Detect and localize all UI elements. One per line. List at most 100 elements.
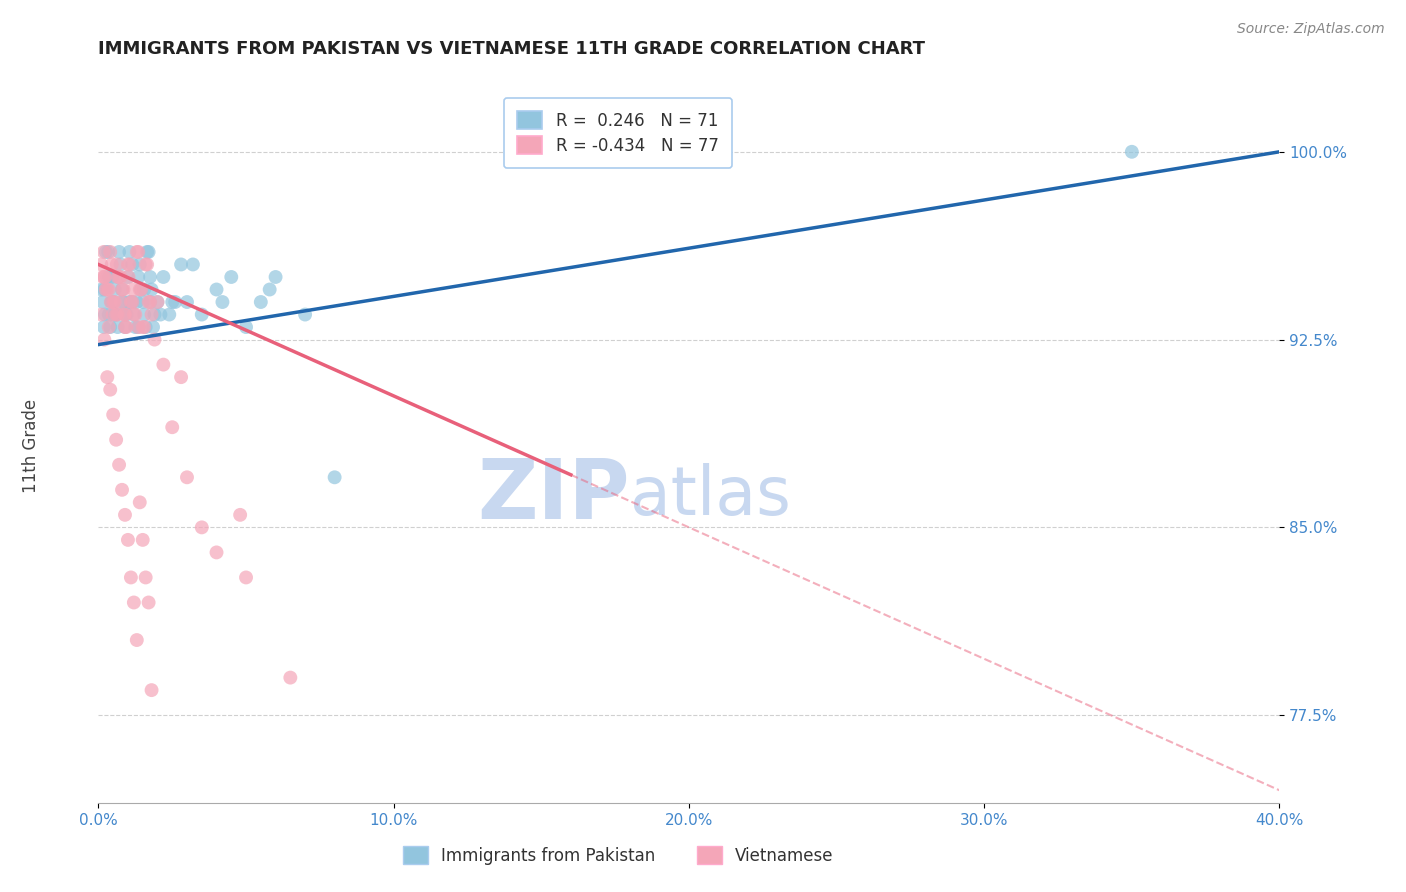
Point — [278, 671, 302, 685]
Point — [149, 308, 172, 322]
Point — [219, 270, 243, 285]
Point — [114, 308, 136, 322]
Point — [104, 283, 127, 297]
Point — [112, 295, 135, 310]
Point — [110, 270, 132, 285]
Point — [105, 433, 128, 447]
Point — [170, 370, 193, 384]
Point — [124, 308, 146, 322]
Point — [124, 320, 146, 334]
Point — [97, 308, 120, 322]
Point — [117, 257, 139, 271]
Point — [98, 270, 121, 285]
Point — [165, 295, 187, 310]
Point — [127, 244, 149, 259]
Point — [323, 470, 346, 484]
Point — [107, 270, 129, 285]
Point — [100, 295, 122, 310]
Point — [122, 595, 145, 609]
Point — [100, 257, 122, 271]
Point — [105, 308, 128, 322]
Point — [94, 270, 117, 285]
Point — [98, 320, 121, 334]
Point — [139, 270, 162, 285]
Point — [141, 683, 163, 698]
Point — [139, 295, 162, 310]
Point — [294, 308, 316, 322]
Point — [120, 295, 142, 310]
Point — [205, 545, 228, 559]
Point — [103, 295, 125, 310]
Point — [138, 595, 160, 609]
Point — [146, 295, 169, 310]
Point — [1121, 145, 1143, 159]
Point — [229, 508, 252, 522]
Point — [117, 533, 139, 547]
Point — [143, 308, 166, 322]
Legend: Immigrants from Pakistan, Vietnamese: Immigrants from Pakistan, Vietnamese — [394, 838, 842, 873]
Point — [104, 308, 127, 322]
Point — [93, 333, 115, 347]
Point — [94, 244, 117, 259]
Text: atlas: atlas — [630, 463, 790, 529]
Point — [235, 570, 257, 584]
Point — [93, 270, 115, 285]
Point — [129, 283, 152, 297]
Point — [93, 320, 115, 334]
Point — [135, 570, 157, 584]
Point — [259, 283, 281, 297]
Point — [107, 308, 129, 322]
Point — [138, 244, 160, 259]
Point — [97, 320, 120, 334]
Point — [146, 295, 169, 310]
Point — [115, 308, 138, 322]
Point — [117, 270, 139, 285]
Point — [141, 283, 163, 297]
Text: Source: ZipAtlas.com: Source: ZipAtlas.com — [1237, 22, 1385, 37]
Point — [93, 283, 115, 297]
Point — [90, 257, 112, 271]
Point — [162, 420, 183, 434]
Point — [112, 283, 135, 297]
Point — [162, 295, 183, 310]
Point — [110, 257, 132, 271]
Point — [114, 508, 136, 522]
Point — [181, 257, 204, 271]
Point — [141, 308, 163, 322]
Point — [125, 244, 148, 259]
Point — [118, 257, 141, 271]
Point — [191, 308, 214, 322]
Point — [125, 633, 148, 648]
Point — [138, 295, 160, 310]
Point — [134, 308, 156, 322]
Point — [211, 295, 233, 310]
Point — [170, 257, 193, 271]
Point — [122, 308, 145, 322]
Point — [125, 295, 148, 310]
Point — [136, 257, 159, 271]
Point — [129, 283, 152, 297]
Point — [94, 308, 117, 322]
Point — [264, 270, 287, 285]
Point — [205, 283, 228, 297]
Text: IMMIGRANTS FROM PAKISTAN VS VIETNAMESE 11TH GRADE CORRELATION CHART: IMMIGRANTS FROM PAKISTAN VS VIETNAMESE 1… — [98, 40, 925, 58]
Point — [104, 295, 127, 310]
Point — [90, 283, 112, 297]
Point — [103, 408, 125, 422]
Point — [142, 320, 165, 334]
Point — [105, 257, 128, 271]
Text: 11th Grade: 11th Grade — [22, 399, 39, 493]
Point — [143, 333, 166, 347]
Point — [111, 283, 134, 297]
Point — [127, 320, 149, 334]
Point — [111, 483, 134, 497]
Point — [114, 320, 136, 334]
Point — [93, 244, 115, 259]
Point — [110, 295, 132, 310]
Point — [111, 283, 134, 297]
Point — [135, 320, 157, 334]
Point — [121, 257, 143, 271]
Point — [100, 295, 122, 310]
Point — [108, 270, 131, 285]
Point — [122, 283, 145, 297]
